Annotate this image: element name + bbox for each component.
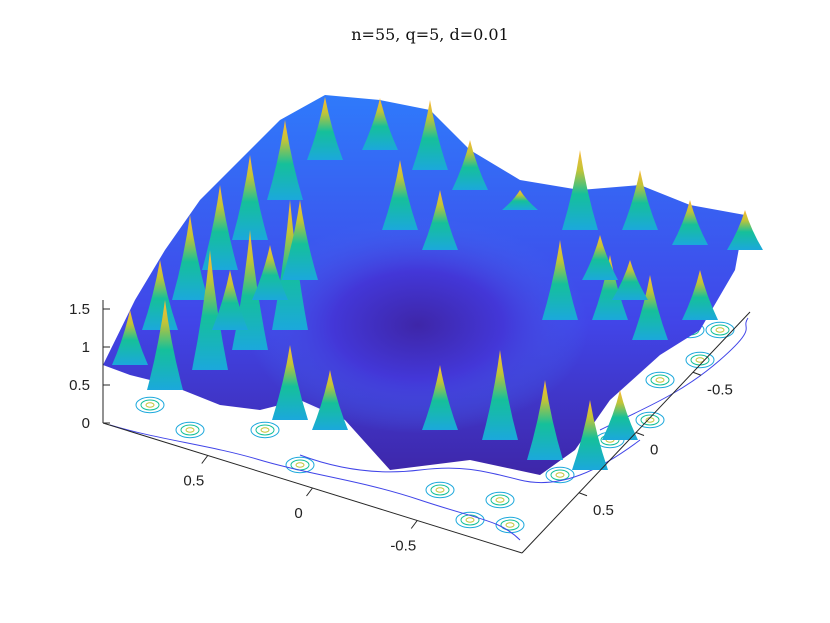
contour-ring — [185, 427, 195, 433]
contour-ring — [285, 456, 315, 474]
z-tick-label: 0 — [82, 415, 90, 432]
x-tick-label: 0 — [294, 505, 302, 522]
surface-peak — [527, 380, 563, 460]
surface-peak — [142, 260, 178, 330]
y-tick-label: 0 — [650, 442, 658, 459]
contour-ring — [135, 396, 165, 414]
contour-ring — [635, 411, 665, 429]
contour-line — [599, 317, 749, 431]
surface-peak — [422, 365, 458, 430]
surface-peak — [502, 190, 538, 210]
z-tick-label: 1 — [82, 339, 90, 356]
x-tick-label: -0.5 — [390, 538, 416, 555]
y-tick-mark — [578, 492, 588, 497]
contour-ring — [715, 327, 725, 333]
surface-peak — [202, 185, 238, 270]
surface-peak — [362, 98, 398, 150]
contour-ring — [545, 466, 575, 484]
surface-peak — [572, 400, 608, 470]
x-tick-label: 0.5 — [183, 473, 204, 490]
x-tick-mark — [410, 520, 418, 529]
surface-peak — [267, 120, 303, 200]
contour-ring — [685, 351, 715, 369]
contour-line — [299, 439, 641, 484]
contour-ring — [655, 377, 665, 383]
surface-peak — [412, 100, 448, 170]
contour-ring — [645, 371, 675, 389]
contour-ring — [550, 469, 570, 481]
surface-peak — [602, 390, 638, 440]
surface-peak — [612, 260, 648, 300]
y-tick-mark — [692, 371, 702, 376]
surface-peak — [727, 210, 763, 250]
surface-peak — [112, 310, 148, 365]
contour-ring — [490, 494, 510, 506]
contour-ring — [710, 324, 730, 336]
surface-peak — [452, 140, 488, 190]
contour-ring — [555, 472, 565, 478]
surface-peak — [212, 270, 248, 330]
contour-line — [109, 424, 521, 541]
surface-peak — [307, 97, 343, 160]
surface-peak — [622, 170, 658, 230]
surface-peaks — [112, 97, 763, 470]
contour-lines — [109, 317, 749, 541]
contour-ring — [180, 424, 200, 436]
contour-ring — [495, 497, 505, 503]
contour-ring — [295, 462, 305, 468]
surface-peak — [562, 150, 598, 230]
y-tick-mark — [635, 432, 645, 436]
surface-peak — [252, 245, 288, 300]
contour-ring — [435, 487, 445, 493]
contour-ring — [255, 424, 275, 436]
surface-peak — [312, 370, 348, 430]
x-tick-mark — [306, 487, 313, 497]
surface-peak — [282, 200, 318, 280]
surface-peak — [172, 215, 208, 300]
contour-ring — [500, 519, 520, 531]
contour-ring — [650, 374, 670, 386]
contour-ring — [175, 421, 205, 439]
z-tick-label: 1.5 — [69, 301, 90, 318]
surface-peak — [422, 190, 458, 250]
surface-peak — [482, 350, 518, 440]
z-tick-label: 0.5 — [69, 377, 90, 394]
contour-ring — [430, 484, 450, 496]
contour-ring — [250, 421, 280, 439]
surface-peak — [272, 345, 308, 420]
surface-peak — [192, 250, 228, 370]
surface-peak — [147, 300, 183, 390]
contour-ring — [140, 399, 160, 411]
surface-peak — [542, 240, 578, 320]
surface-peak — [232, 155, 268, 240]
surface-peak — [582, 235, 618, 280]
chart-title: n=55, q=5, d=0.01 — [351, 25, 509, 44]
contour-ring — [505, 522, 515, 528]
contour-ring — [260, 427, 270, 433]
y-tick-label: 0.5 — [593, 502, 614, 519]
surface-peak — [382, 160, 418, 230]
contour-ring — [425, 481, 455, 499]
surface-peak — [682, 270, 718, 320]
contour-ring — [145, 402, 155, 408]
contour-ring — [705, 321, 735, 339]
x-tick-mark — [201, 455, 209, 464]
contour-ring — [640, 414, 660, 426]
contour-ring — [485, 491, 515, 509]
contour-ring — [465, 517, 475, 523]
contour-ring — [495, 516, 525, 534]
surface-peak — [632, 275, 668, 340]
surface-peak — [672, 200, 708, 245]
y-tick-label: -0.5 — [707, 381, 733, 398]
surface-peak — [592, 255, 628, 320]
